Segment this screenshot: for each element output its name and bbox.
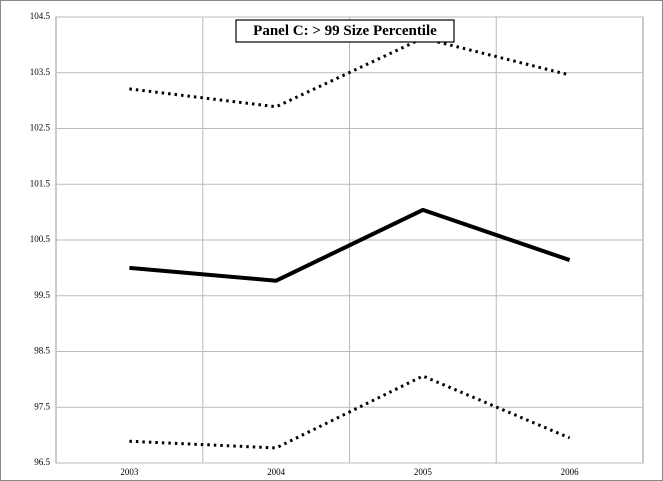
y-tick-label: 102.5	[30, 123, 51, 133]
y-tick-label: 97.5	[34, 401, 50, 411]
y-tick-label: 101.5	[30, 178, 51, 188]
title-box	[235, 19, 455, 43]
marks	[129, 36, 571, 450]
series-line	[129, 374, 571, 450]
y-tick-label: 96.5	[34, 457, 50, 467]
y-tick-label: 98.5	[34, 346, 50, 356]
x-tick-label: 2006	[561, 467, 580, 477]
x-tick-label: 2003	[120, 467, 139, 477]
series-line	[129, 207, 571, 283]
labels: 96.5 97.5 98.5 99.5 100.5 101.5 102.5 103.5 104.…	[30, 11, 579, 477]
y-tick-label: 103.5	[30, 67, 51, 77]
x-tick-label: 2005	[414, 467, 433, 477]
y-tick-label: 100.5	[30, 234, 51, 244]
chart-title: Panel C: > 99 Size Percentile	[253, 23, 437, 39]
x-tick-label: 2004	[267, 467, 286, 477]
y-tick-label: 104.5	[30, 11, 51, 21]
y-tick-label: 99.5	[34, 290, 50, 300]
grid	[55, 16, 644, 464]
series-line	[129, 36, 570, 109]
